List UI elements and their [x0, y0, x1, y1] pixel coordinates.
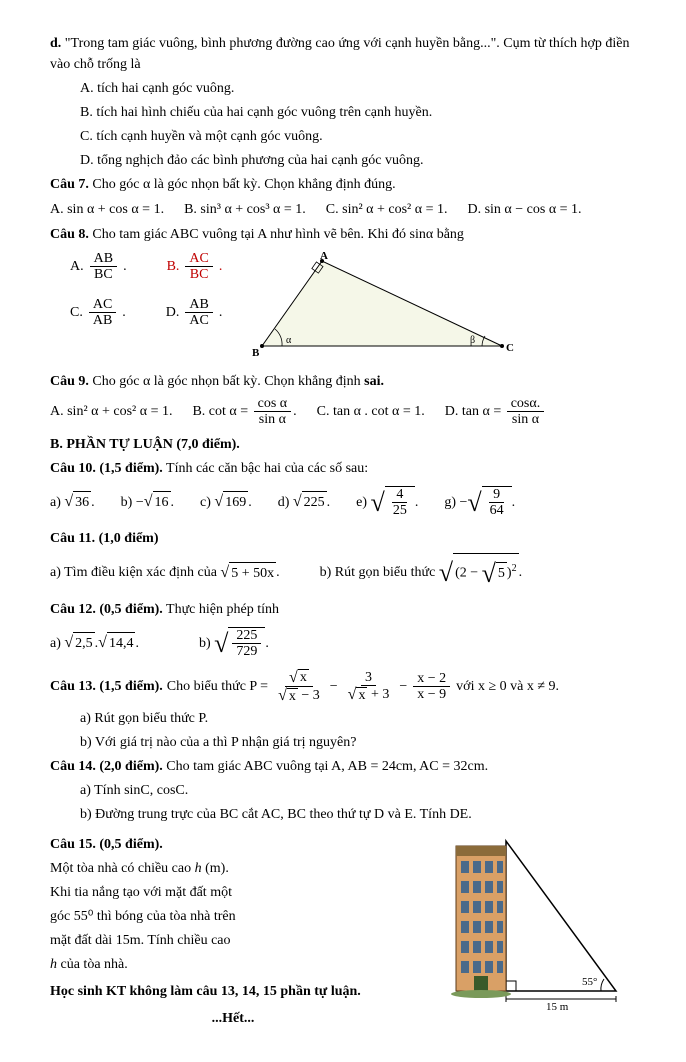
- question-13-stem: Câu 13. (1,5 điểm). Cho biểu thức P = √x…: [50, 669, 636, 705]
- label-q10: Câu 10. (1,5 điểm).: [50, 461, 163, 476]
- q10-items: a) √36. b) − √16. c) √169. d) √225. e) √…: [50, 483, 636, 522]
- q13-b: b) Với giá trị nào của a thì P nhận giá …: [80, 732, 636, 753]
- q10-g: g) − √ 9 64 .: [444, 483, 515, 522]
- q7-options: A. sin α + cos α = 1. B. sin³ α + cos³ α…: [50, 199, 636, 220]
- q12-a: a) √2,5.√14,4.: [50, 631, 139, 655]
- q15-layout: Câu 15. (0,5 điểm). Một tòa nhà có chiều…: [50, 831, 636, 1032]
- q15-line2: Khi tia nắng tạo với mặt đất một: [50, 882, 416, 903]
- q13-a: a) Rút gọn biểu thức P.: [80, 708, 636, 729]
- q10-a: a) √36.: [50, 490, 95, 514]
- label-q7: Câu 7.: [50, 177, 89, 192]
- vertex-c: C: [506, 342, 514, 354]
- vertex-a: A: [320, 251, 328, 262]
- q15-line1: Một tòa nhà có chiều cao h (m).: [50, 858, 416, 879]
- label-q15: Câu 15. (0,5 điểm).: [50, 834, 416, 855]
- q12-items: a) √2,5.√14,4. b) √ 225 729 .: [50, 624, 636, 663]
- opt-8-c: C. AC AB .: [70, 297, 126, 329]
- opt-9-d: D. tan α = cosα. sin α: [445, 396, 546, 428]
- question-10-stem: Câu 10. (1,5 điểm). Tính các căn bậc hai…: [50, 458, 636, 479]
- end-marker: ...Hết...: [50, 1008, 416, 1029]
- question-12-stem: Câu 12. (0,5 điểm). Thực hiện phép tính: [50, 599, 636, 620]
- q10-b: b) − √16.: [121, 490, 174, 514]
- q11-items: a) Tìm điều kiện xác định của √5 + 50x. …: [50, 553, 636, 593]
- opt-8-d: D. AB AC .: [166, 297, 223, 329]
- opt-9-a: A. sin² α + cos² α = 1.: [50, 401, 172, 422]
- question-7-stem: Câu 7. Cho góc α là góc nhọn bất kỳ. Chọ…: [50, 174, 636, 195]
- opt-8-a: A. AB BC .: [70, 251, 127, 283]
- opt-8-b: B. AC BC .: [167, 251, 223, 283]
- building-diagram: 55° 15 m: [436, 831, 636, 1011]
- opt-7-a: A. sin α + cos α = 1.: [50, 199, 164, 220]
- q12-b: b) √ 225 729 .: [199, 624, 269, 663]
- q8-layout: A. AB BC . B. AC BC . C. AC AB .: [70, 251, 636, 361]
- q10-e: e) √ 4 25 .: [356, 483, 418, 522]
- opt-9-b: B. cot α = cos α sin α .: [192, 396, 296, 428]
- question-9-stem: Câu 9. Cho góc α là góc nhọn bất kỳ. Chọ…: [50, 371, 636, 392]
- q10-c: c) √169.: [200, 490, 252, 514]
- question-d-stem: d. "Trong tam giác vuông, bình phương đư…: [50, 33, 636, 75]
- triangle-diagram: A B C α β: [242, 251, 522, 361]
- label-q8: Câu 8.: [50, 227, 89, 242]
- label-q12: Câu 12. (0,5 điểm).: [50, 602, 163, 617]
- q14-a: a) Tính sinC, cosC.: [80, 780, 636, 801]
- q11-a: a) Tìm điều kiện xác định của √5 + 50x.: [50, 561, 280, 585]
- q14-b: b) Đường trung trực của BC cắt AC, BC th…: [80, 804, 636, 825]
- label-q14: Câu 14. (2,0 điểm).: [50, 759, 163, 774]
- q15-line4: mặt đất dài 15m. Tính chiều cao: [50, 930, 416, 951]
- question-14-stem: Câu 14. (2,0 điểm). Cho tam giác ABC vuô…: [50, 756, 636, 777]
- angle-alpha: α: [286, 335, 292, 346]
- label-q11: Câu 11. (1,0 điểm): [50, 528, 636, 549]
- q8-options: A. AB BC . B. AC BC . C. AC AB .: [70, 251, 222, 329]
- part-b-heading: B. PHẦN TỰ LUẬN (7,0 điểm).: [50, 434, 636, 455]
- q15-line5: h của tòa nhà.: [50, 954, 416, 975]
- q15-line3: góc 55⁰ thì bóng của tòa nhà trên: [50, 906, 416, 927]
- opt-7-c: C. sin² α + cos² α = 1.: [326, 199, 448, 220]
- base-15m: 15 m: [546, 1001, 569, 1011]
- question-8-stem: Câu 8. Cho tam giác ABC vuông tại A như …: [50, 224, 636, 245]
- angle-55: 55°: [582, 976, 597, 988]
- vertex-b: B: [252, 347, 260, 359]
- note-kt: Học sinh KT không làm câu 13, 14, 15 phầ…: [50, 981, 416, 1002]
- opt-d-d: D. tổng nghịch đảo các bình phương của h…: [80, 150, 636, 171]
- opt-7-d: D. sin α − cos α = 1.: [467, 199, 581, 220]
- opt-d-b: B. tích hai hình chiếu của hai cạnh góc …: [80, 102, 636, 123]
- opt-9-c: C. tan α . cot α = 1.: [317, 401, 425, 422]
- q9-options: A. sin² α + cos² α = 1. B. cot α = cos α…: [50, 396, 636, 428]
- angle-beta: β: [470, 335, 475, 346]
- q11-b: b) Rút gọn biểu thức √ (2 − √5)2 .: [320, 553, 522, 593]
- q10-d: d) √225.: [278, 490, 330, 514]
- opt-d-c: C. tích cạnh huyền và một cạnh góc vuông…: [80, 126, 636, 147]
- opt-7-b: B. sin³ α + cos³ α = 1.: [184, 199, 306, 220]
- label-q9: Câu 9.: [50, 374, 89, 389]
- q15-text: Câu 15. (0,5 điểm). Một tòa nhà có chiều…: [50, 831, 416, 1032]
- opt-d-a: A. tích hai cạnh góc vuông.: [80, 78, 636, 99]
- label-q13: Câu 13. (1,5 điểm).: [50, 676, 163, 697]
- label-d: d.: [50, 36, 61, 51]
